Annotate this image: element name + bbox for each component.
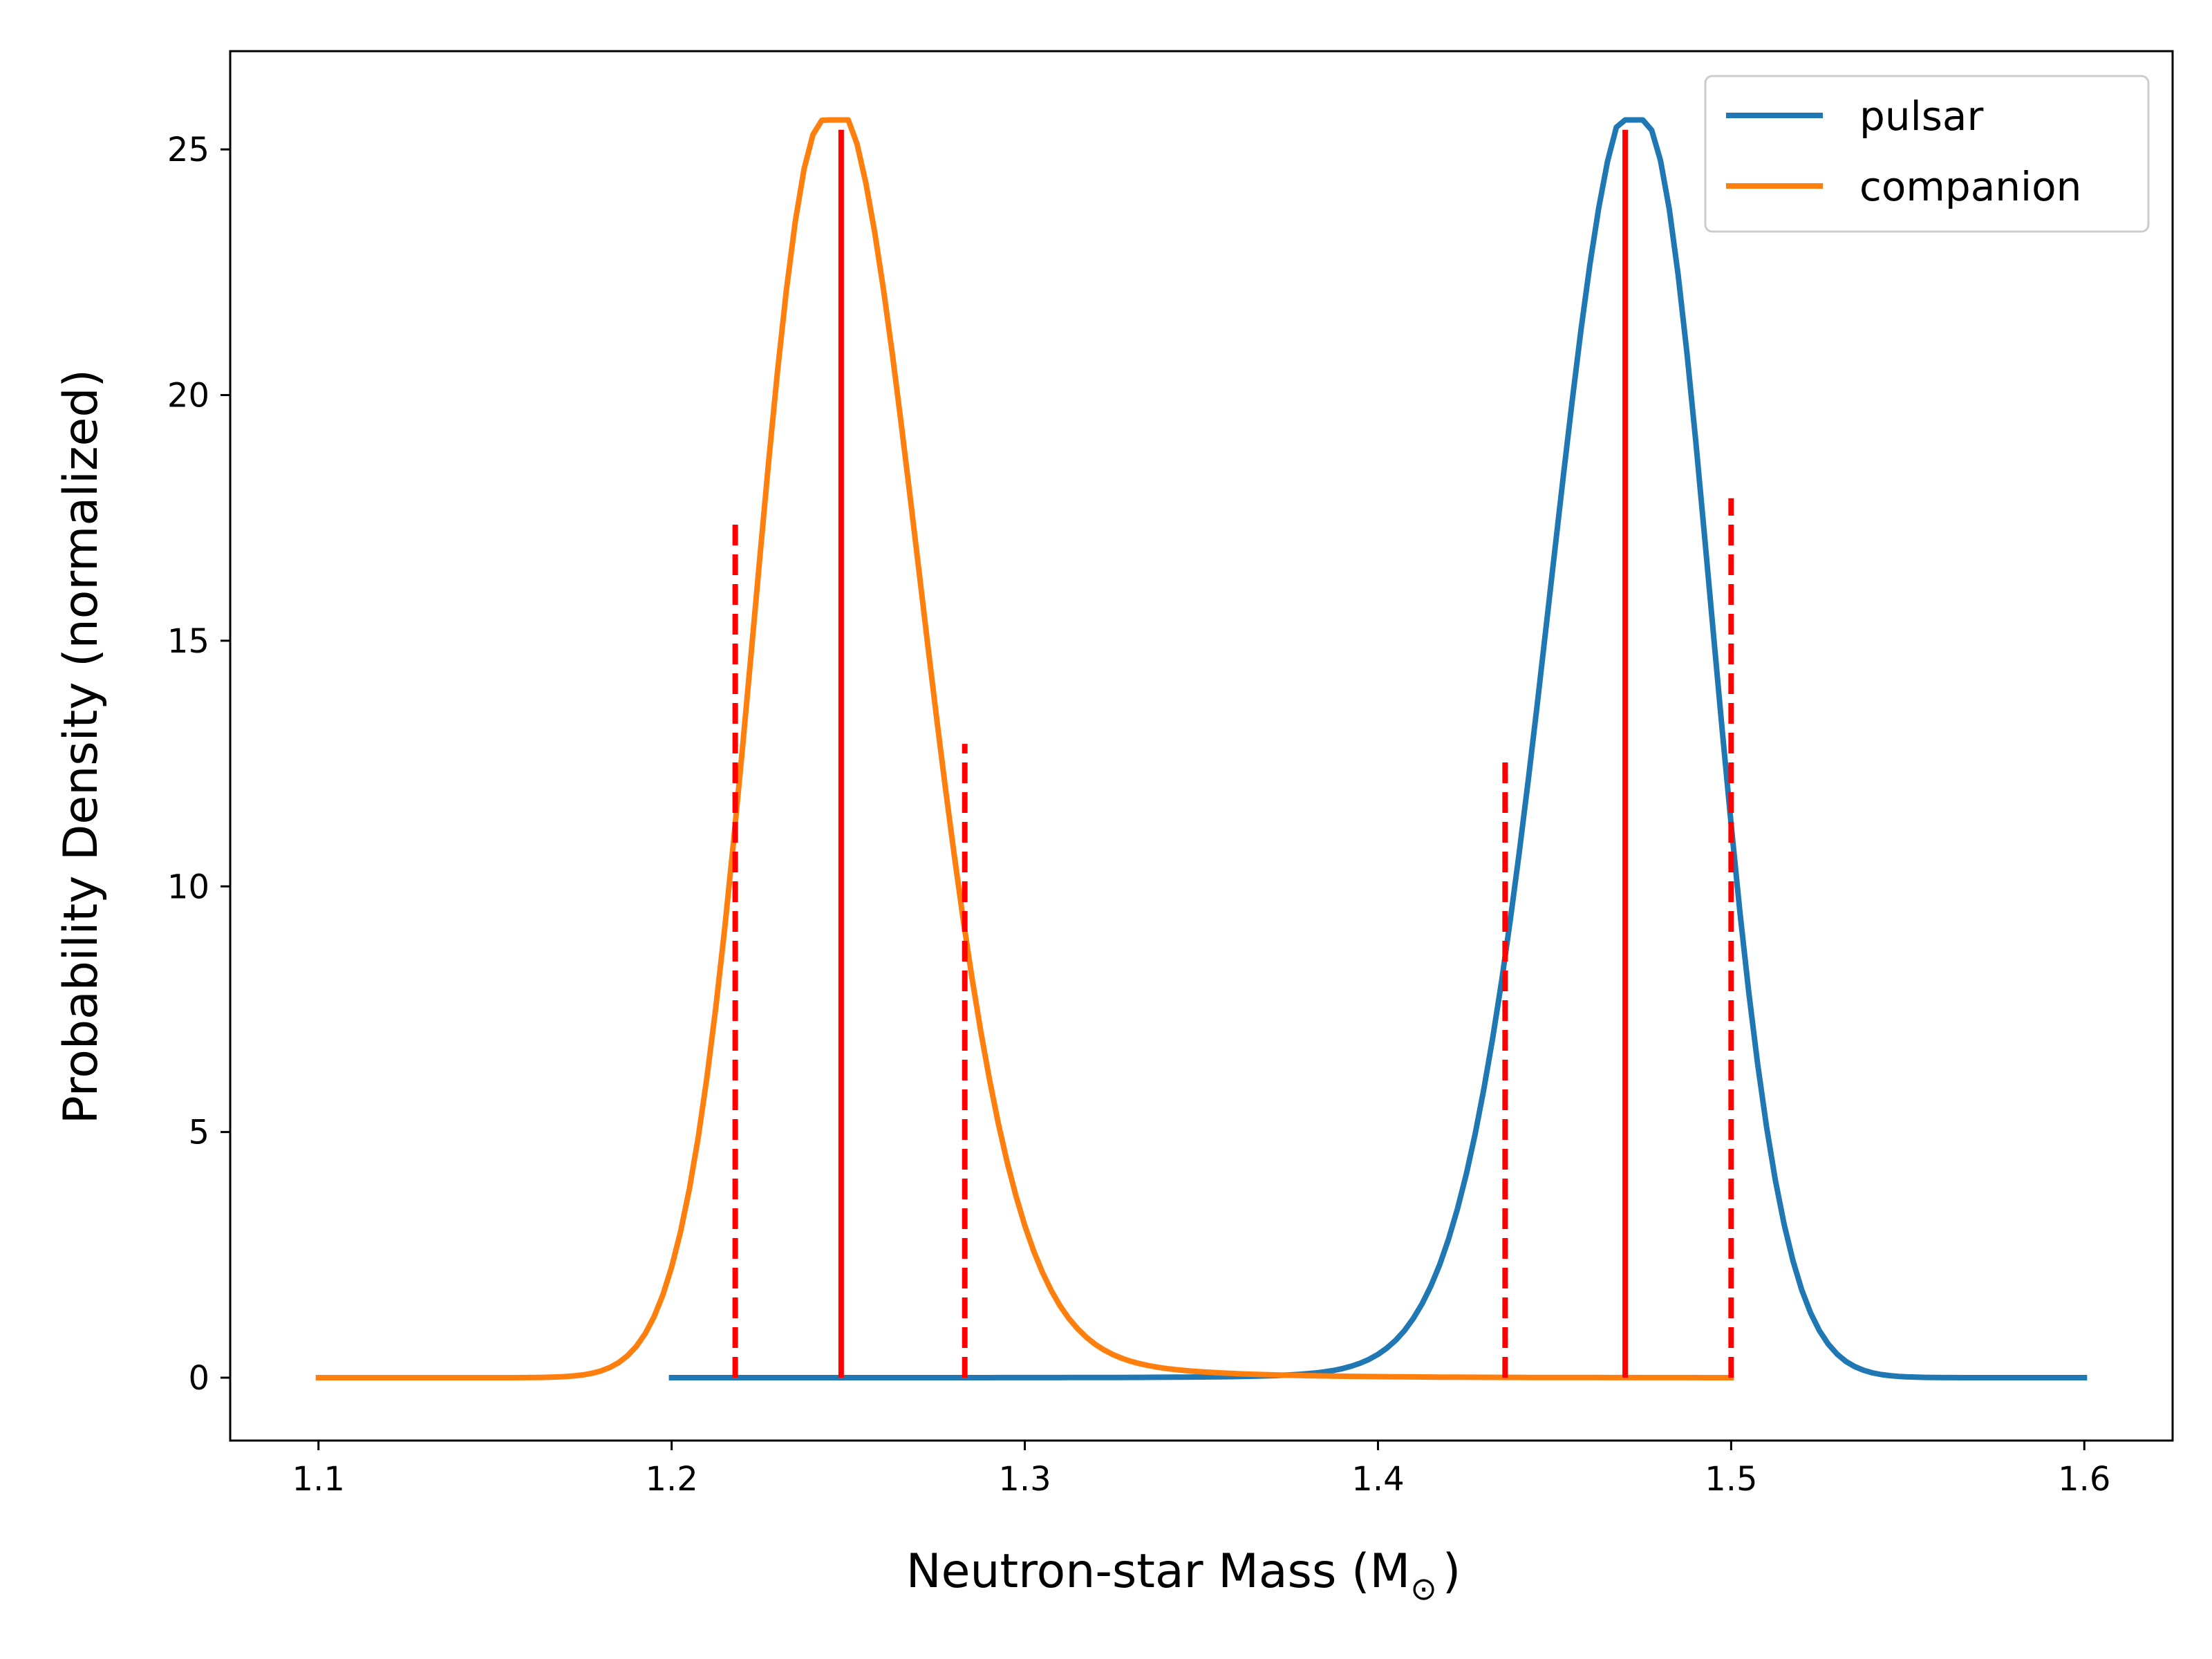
y-axis-title: Probability Density (normalized) — [54, 369, 109, 1124]
x-tick-label-1.5: 1.5 — [1705, 1460, 1757, 1499]
y-tick-label-0: 0 — [188, 1359, 209, 1398]
plot-frame — [229, 50, 2174, 1442]
x-axis-title-sun-symbol: ⊙ — [1410, 1570, 1437, 1607]
x-tick-label-1.2: 1.2 — [645, 1460, 697, 1499]
x-tick-label-1.3: 1.3 — [998, 1460, 1051, 1499]
y-tick-label-10: 10 — [167, 868, 209, 906]
y-tick-label-5: 5 — [188, 1114, 209, 1152]
x-axis-title-main: Neutron-star Mass (M — [906, 1544, 1411, 1599]
series-layer — [315, 117, 2088, 1380]
legend-label-companion: companion — [1859, 163, 2081, 210]
y-tick-label-15: 15 — [167, 622, 209, 661]
x-axis: 1.1 1.2 1.3 1.4 1.5 1.6 — [292, 1441, 2110, 1499]
x-tick-label-1.4: 1.4 — [1351, 1460, 1404, 1499]
x-tick-label-1.1: 1.1 — [292, 1460, 345, 1499]
series-line-companion — [315, 117, 1734, 1380]
series-line-pulsar — [668, 117, 2088, 1380]
legend: pulsar companion — [1704, 75, 2150, 233]
y-axis: 0 5 10 15 20 25 — [167, 131, 230, 1398]
x-axis-title-close: ) — [1443, 1544, 1461, 1599]
reference-lines — [732, 129, 1734, 1378]
x-tick-label-1.6: 1.6 — [2058, 1460, 2110, 1499]
y-tick-label-20: 20 — [167, 377, 209, 415]
legend-label-pulsar: pulsar — [1859, 93, 1983, 140]
y-tick-label-25: 25 — [167, 131, 209, 169]
x-axis-title: Neutron-star Mass (M⊙) — [906, 1544, 1461, 1607]
